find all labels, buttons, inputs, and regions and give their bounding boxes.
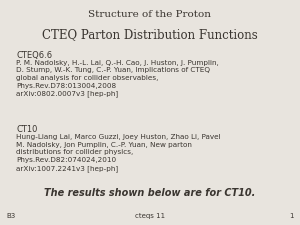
Text: P. M. Nadolsky, H.-L. Lai, Q.-H. Cao, J. Huston, J. Pumplin,
D. Stump, W.-K. Tun: P. M. Nadolsky, H.-L. Lai, Q.-H. Cao, J.… xyxy=(16,60,219,97)
Text: The results shown below are for CT10.: The results shown below are for CT10. xyxy=(44,188,256,198)
Text: B3: B3 xyxy=(6,213,15,219)
Text: cteqs 11: cteqs 11 xyxy=(135,213,165,219)
Text: CTEQ Parton Distribution Functions: CTEQ Parton Distribution Functions xyxy=(42,28,258,41)
Text: CT10: CT10 xyxy=(16,125,38,134)
Text: Hung-Liang Lai, Marco Guzzi, Joey Huston, Zhao Li, Pavel
M. Nadolsky, Jon Pumpli: Hung-Liang Lai, Marco Guzzi, Joey Huston… xyxy=(16,134,221,172)
Text: Structure of the Proton: Structure of the Proton xyxy=(88,10,212,19)
Text: CTEQ6.6: CTEQ6.6 xyxy=(16,51,52,60)
Text: 1: 1 xyxy=(290,213,294,219)
